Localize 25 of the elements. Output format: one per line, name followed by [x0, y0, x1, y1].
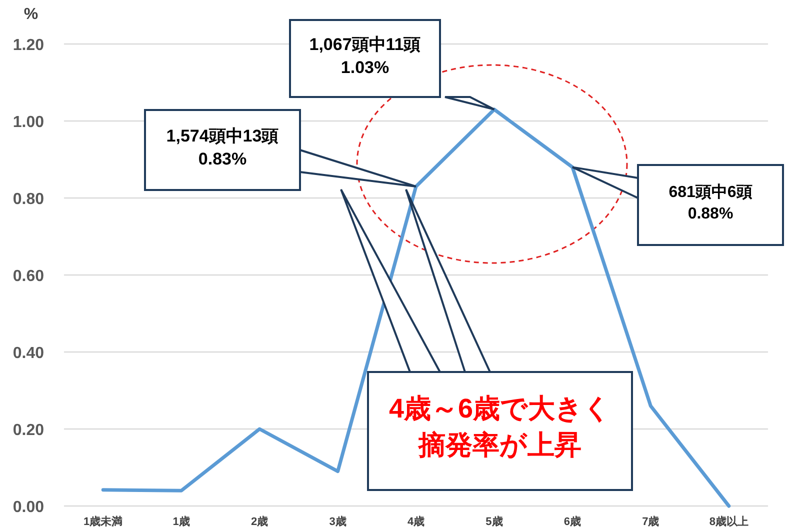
x-tick-label: 6歳: [564, 515, 582, 528]
y-tick-label: 1.20: [12, 37, 44, 54]
x-tick-label: 1歳未満: [84, 515, 123, 528]
x-tick-label: 4歳: [407, 515, 425, 528]
annotation: 0.88%: [688, 206, 734, 223]
annotation: 681頭中6頭: [668, 183, 752, 201]
y-tick-label: 0.60: [12, 268, 44, 285]
x-tick-label: 5歳: [486, 515, 503, 528]
y-tick-label: 0.40: [12, 345, 44, 362]
annotation: 1.03%: [340, 58, 390, 77]
y-tick-label: 0.00: [12, 499, 44, 516]
annotation: 1,574頭中13頭: [166, 126, 279, 146]
x-tick-label: 3歳: [329, 515, 346, 528]
annotation: 1,067頭中11頭: [309, 35, 421, 54]
x-tick-label: 7歳: [642, 515, 660, 528]
annotation: 4歳～6歳で大きく: [388, 394, 612, 424]
y-axis-title: %: [24, 6, 38, 23]
y-tick-label: 0.80: [12, 191, 44, 208]
y-tick-label: 0.20: [12, 422, 44, 439]
annotation: 摘発率が上昇: [418, 430, 582, 460]
y-tick-label: 1.00: [12, 114, 44, 131]
x-tick-label: 2歳: [250, 515, 268, 528]
x-tick-label: 1歳: [172, 515, 190, 528]
x-tick-label: 8歳以上: [709, 515, 748, 528]
annotation: 0.83%: [198, 149, 247, 168]
